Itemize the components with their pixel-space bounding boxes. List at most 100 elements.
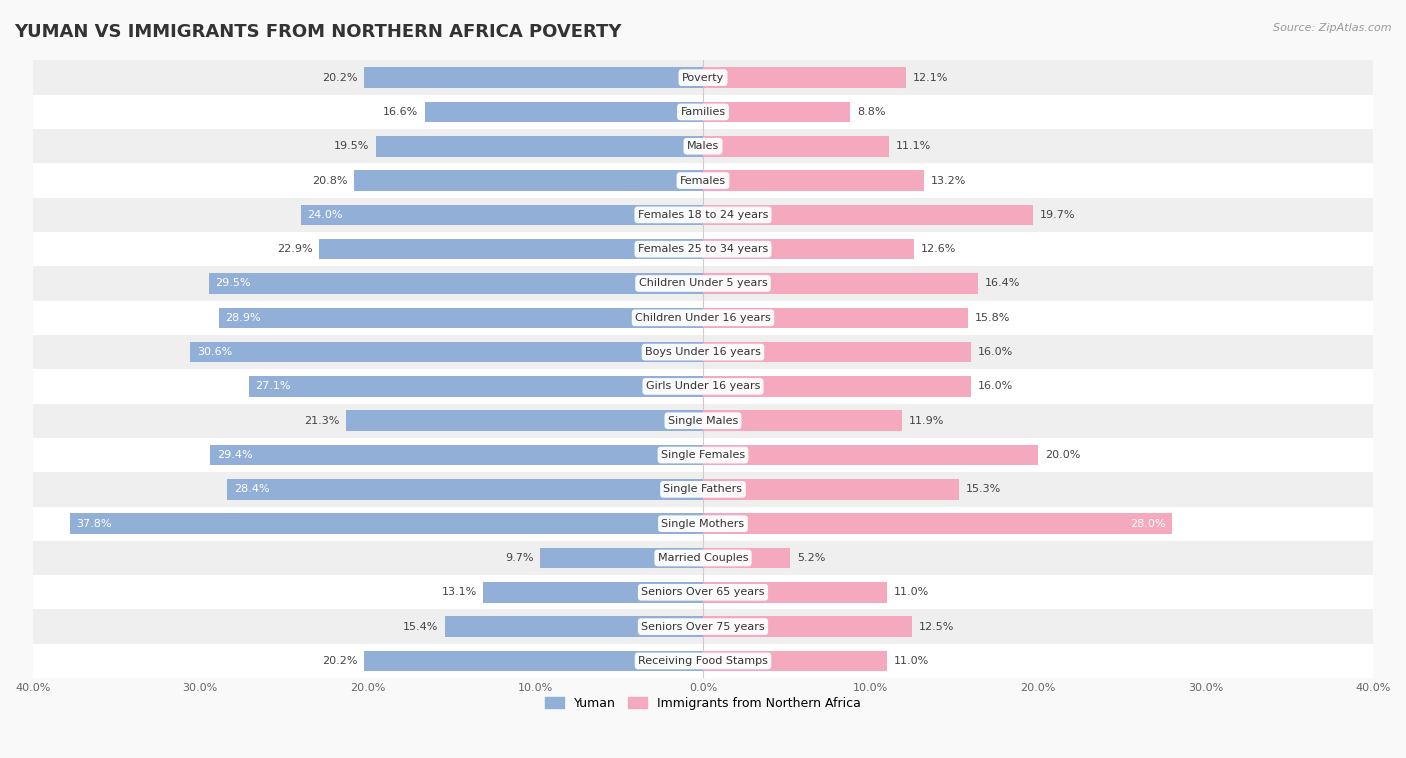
Text: 11.0%: 11.0%	[894, 656, 929, 666]
Bar	[32, 644, 1374, 678]
Text: 13.2%: 13.2%	[931, 176, 966, 186]
Bar	[249, 376, 703, 396]
Bar	[703, 136, 889, 157]
Text: 27.1%: 27.1%	[256, 381, 291, 391]
Bar	[703, 102, 851, 122]
Bar	[32, 403, 1374, 438]
Text: 12.5%: 12.5%	[920, 622, 955, 631]
Text: 16.4%: 16.4%	[984, 278, 1019, 289]
Text: Seniors Over 75 years: Seniors Over 75 years	[641, 622, 765, 631]
Bar	[703, 650, 887, 672]
Text: 28.9%: 28.9%	[225, 313, 262, 323]
Bar	[703, 171, 924, 191]
Bar	[703, 308, 967, 328]
Text: 37.8%: 37.8%	[76, 518, 111, 528]
Text: 21.3%: 21.3%	[304, 415, 339, 426]
Text: 20.2%: 20.2%	[322, 656, 357, 666]
Bar	[444, 616, 703, 637]
Bar	[703, 513, 1173, 534]
Text: Single Males: Single Males	[668, 415, 738, 426]
Bar	[703, 239, 914, 259]
Text: 28.0%: 28.0%	[1130, 518, 1166, 528]
Bar	[219, 308, 703, 328]
Text: Females 18 to 24 years: Females 18 to 24 years	[638, 210, 768, 220]
Text: YUMAN VS IMMIGRANTS FROM NORTHERN AFRICA POVERTY: YUMAN VS IMMIGRANTS FROM NORTHERN AFRICA…	[14, 23, 621, 41]
Text: 16.6%: 16.6%	[382, 107, 418, 117]
Text: 5.2%: 5.2%	[797, 553, 825, 563]
Text: Seniors Over 65 years: Seniors Over 65 years	[641, 587, 765, 597]
Bar	[364, 650, 703, 672]
Text: 19.5%: 19.5%	[335, 141, 370, 152]
Text: Females 25 to 34 years: Females 25 to 34 years	[638, 244, 768, 254]
Text: 11.1%: 11.1%	[896, 141, 931, 152]
Text: 20.2%: 20.2%	[322, 73, 357, 83]
Bar	[32, 575, 1374, 609]
Bar	[190, 342, 703, 362]
Bar	[32, 232, 1374, 266]
Text: 15.3%: 15.3%	[966, 484, 1001, 494]
Bar	[703, 445, 1038, 465]
Bar	[540, 548, 703, 568]
Bar	[354, 171, 703, 191]
Bar	[319, 239, 703, 259]
Text: 13.1%: 13.1%	[441, 587, 477, 597]
Bar	[32, 164, 1374, 198]
Bar	[32, 266, 1374, 301]
Text: 24.0%: 24.0%	[308, 210, 343, 220]
Bar	[703, 205, 1033, 225]
Text: Married Couples: Married Couples	[658, 553, 748, 563]
Text: Females: Females	[681, 176, 725, 186]
Text: Single Females: Single Females	[661, 450, 745, 460]
Text: Single Fathers: Single Fathers	[664, 484, 742, 494]
Text: 11.0%: 11.0%	[894, 587, 929, 597]
Text: 8.8%: 8.8%	[858, 107, 886, 117]
Text: 29.4%: 29.4%	[217, 450, 253, 460]
Bar	[32, 540, 1374, 575]
Text: 9.7%: 9.7%	[505, 553, 534, 563]
Bar	[32, 369, 1374, 403]
Bar	[32, 335, 1374, 369]
Text: 12.1%: 12.1%	[912, 73, 948, 83]
Bar	[32, 609, 1374, 644]
Bar	[703, 376, 972, 396]
Text: 29.5%: 29.5%	[215, 278, 250, 289]
Bar	[703, 548, 790, 568]
Text: Poverty: Poverty	[682, 73, 724, 83]
Text: Single Mothers: Single Mothers	[661, 518, 745, 528]
Bar	[32, 61, 1374, 95]
Bar	[346, 410, 703, 431]
Text: 11.9%: 11.9%	[910, 415, 945, 426]
Text: 30.6%: 30.6%	[197, 347, 232, 357]
Text: 15.8%: 15.8%	[974, 313, 1010, 323]
Bar	[32, 472, 1374, 506]
Bar	[703, 479, 959, 500]
Text: Source: ZipAtlas.com: Source: ZipAtlas.com	[1274, 23, 1392, 33]
Text: Males: Males	[688, 141, 718, 152]
Legend: Yuman, Immigrants from Northern Africa: Yuman, Immigrants from Northern Africa	[540, 692, 866, 715]
Bar	[301, 205, 703, 225]
Bar	[425, 102, 703, 122]
Text: Receiving Food Stamps: Receiving Food Stamps	[638, 656, 768, 666]
Bar	[703, 273, 977, 294]
Text: 16.0%: 16.0%	[977, 381, 1014, 391]
Bar	[32, 129, 1374, 164]
Text: Children Under 16 years: Children Under 16 years	[636, 313, 770, 323]
Text: Girls Under 16 years: Girls Under 16 years	[645, 381, 761, 391]
Bar	[364, 67, 703, 88]
Text: 22.9%: 22.9%	[277, 244, 312, 254]
Bar	[69, 513, 703, 534]
Text: 16.0%: 16.0%	[977, 347, 1014, 357]
Bar	[703, 67, 905, 88]
Bar	[32, 198, 1374, 232]
Bar	[32, 95, 1374, 129]
Text: 19.7%: 19.7%	[1040, 210, 1076, 220]
Bar	[703, 342, 972, 362]
Bar	[703, 616, 912, 637]
Bar	[208, 273, 703, 294]
Bar	[32, 438, 1374, 472]
Text: 15.4%: 15.4%	[404, 622, 439, 631]
Text: Boys Under 16 years: Boys Under 16 years	[645, 347, 761, 357]
Bar	[228, 479, 703, 500]
Bar	[32, 506, 1374, 540]
Text: 20.0%: 20.0%	[1045, 450, 1080, 460]
